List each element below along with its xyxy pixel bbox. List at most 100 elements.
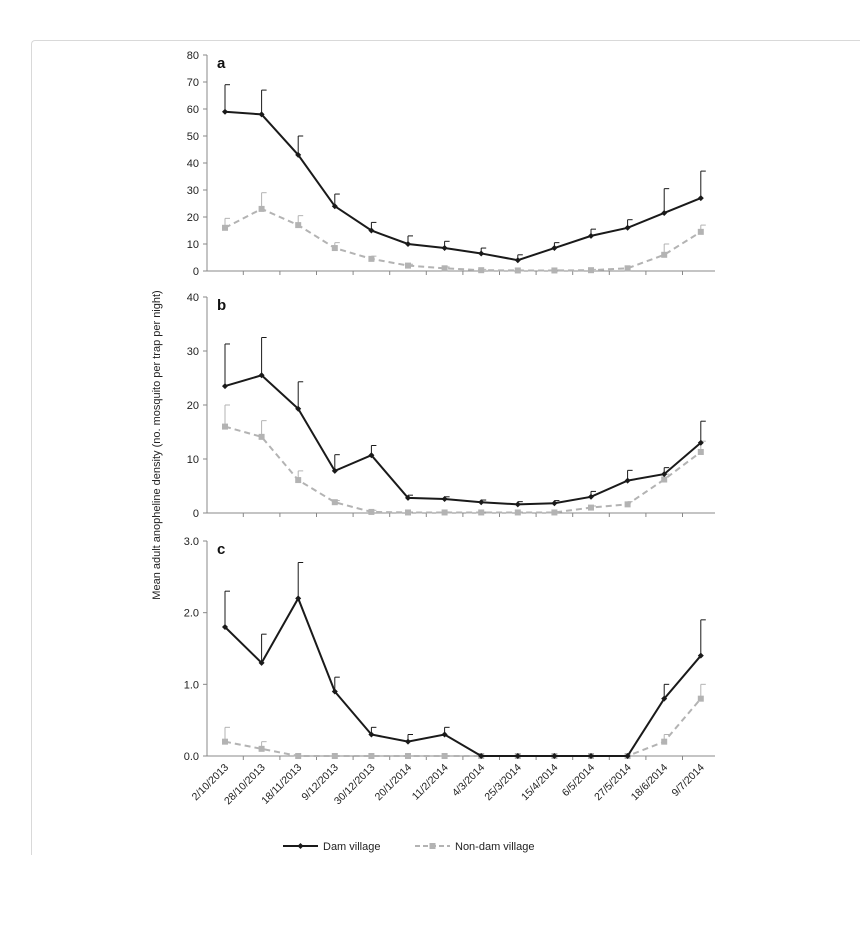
data-point-nondam bbox=[624, 501, 631, 508]
series-dam-c bbox=[222, 562, 706, 759]
data-point-dam bbox=[588, 493, 594, 500]
data-point-dam bbox=[368, 227, 375, 234]
data-point-dam bbox=[295, 151, 302, 158]
y-tick-label: 0.0 bbox=[184, 751, 199, 763]
data-point-nondam bbox=[661, 251, 668, 258]
data-point-dam bbox=[514, 753, 521, 759]
y-tick-label: 40 bbox=[187, 158, 199, 170]
panel-letter-a: a bbox=[217, 55, 226, 72]
panel-letter-c: c bbox=[217, 541, 225, 558]
y-tick-label: 0 bbox=[193, 266, 199, 278]
x-tick-label: 25/3/2014 bbox=[482, 762, 524, 804]
data-point-dam bbox=[551, 245, 558, 252]
data-point-dam bbox=[697, 195, 704, 202]
data-point-nondam bbox=[697, 228, 704, 235]
data-point-dam bbox=[697, 652, 704, 659]
data-point-dam bbox=[368, 452, 375, 459]
panel-letter-b: b bbox=[217, 297, 226, 314]
panel-c: 0.0 1.0 2.0 3.0 c bbox=[184, 536, 715, 763]
series-line-dam bbox=[224, 596, 702, 757]
data-point-nondam bbox=[222, 224, 228, 231]
data-point-nondam bbox=[441, 509, 448, 516]
data-point-dam bbox=[295, 595, 302, 602]
data-point-dam bbox=[295, 405, 302, 412]
y-tick-label: 30 bbox=[187, 346, 199, 358]
x-tick-label: 15/4/2014 bbox=[519, 762, 561, 804]
data-point-dam bbox=[661, 209, 668, 216]
data-point-dam bbox=[624, 753, 631, 759]
data-point-dam bbox=[551, 753, 558, 759]
data-point-dam bbox=[405, 738, 411, 745]
series-line-nondam bbox=[224, 207, 702, 272]
series-nondam-a bbox=[222, 192, 706, 274]
data-point-nondam bbox=[258, 205, 265, 212]
data-point-dam bbox=[222, 108, 228, 115]
y-tick-label: 2.0 bbox=[184, 608, 199, 620]
data-point-dam bbox=[588, 232, 594, 239]
data-point-dam bbox=[514, 501, 521, 508]
y-tick-label: 40 bbox=[187, 292, 199, 304]
y-tick-label: 50 bbox=[187, 131, 199, 143]
data-point-dam bbox=[624, 477, 631, 484]
data-point-dam bbox=[258, 372, 265, 379]
data-point-dam bbox=[478, 499, 485, 506]
series-line-dam bbox=[224, 374, 702, 506]
y-tick-label: 10 bbox=[187, 454, 199, 466]
data-point-dam bbox=[514, 257, 521, 264]
series-dam-b bbox=[222, 337, 706, 508]
data-point-nondam bbox=[697, 695, 704, 702]
data-point-nondam bbox=[331, 753, 338, 759]
y-tick-label: 20 bbox=[187, 212, 199, 224]
data-point-nondam bbox=[478, 509, 485, 516]
data-point-nondam bbox=[551, 509, 558, 516]
y-tick-label: 80 bbox=[187, 50, 199, 62]
data-point-nondam bbox=[588, 504, 594, 511]
series-line-dam bbox=[224, 110, 702, 262]
legend: Dam village Non-dam village bbox=[283, 841, 534, 853]
data-point-dam bbox=[624, 224, 631, 231]
data-point-dam bbox=[441, 731, 448, 738]
data-point-dam bbox=[697, 439, 704, 446]
data-point-dam bbox=[258, 659, 265, 666]
data-point-nondam bbox=[551, 267, 558, 274]
data-point-dam bbox=[331, 688, 338, 695]
series-nondam-b bbox=[222, 404, 706, 516]
data-point-nondam bbox=[295, 222, 302, 229]
data-point-dam bbox=[405, 494, 411, 501]
data-point-dam bbox=[258, 111, 265, 118]
data-point-nondam bbox=[478, 267, 485, 274]
y-tick-label: 30 bbox=[187, 185, 199, 197]
figure-background bbox=[148, 50, 718, 854]
data-point-nondam bbox=[295, 753, 302, 759]
x-tick-label: 18/6/2014 bbox=[629, 762, 671, 804]
data-point-dam bbox=[441, 495, 448, 502]
data-point-nondam bbox=[405, 262, 411, 269]
data-point-nondam bbox=[441, 753, 448, 759]
series-line-nondam bbox=[224, 425, 702, 514]
data-point-dam bbox=[331, 467, 338, 474]
series-dam-a bbox=[222, 84, 706, 264]
legend-nondam-label: Non-dam village bbox=[455, 841, 534, 853]
x-tick-label: 6/5/2014 bbox=[560, 762, 597, 799]
y-tick-label: 70 bbox=[187, 77, 199, 89]
y-tick-label: 3.0 bbox=[184, 536, 199, 548]
y-tick-label: 60 bbox=[187, 104, 199, 116]
x-tick-label: 9/7/2014 bbox=[670, 762, 707, 799]
data-point-nondam bbox=[441, 265, 448, 272]
y-tick-label: 10 bbox=[187, 239, 199, 251]
x-axis-tick-labels: 2/10/201328/10/201318/11/20139/12/201330… bbox=[190, 762, 707, 808]
x-tick-label: 4/3/2014 bbox=[450, 762, 487, 799]
data-point-dam bbox=[222, 383, 228, 390]
x-tick-label: 11/2/2014 bbox=[410, 762, 451, 803]
legend-dam-label: Dam village bbox=[323, 841, 380, 853]
data-point-dam bbox=[478, 753, 485, 759]
card-frame bbox=[31, 40, 860, 855]
data-point-dam bbox=[661, 695, 668, 702]
series-line-nondam bbox=[224, 698, 702, 757]
data-point-dam bbox=[661, 471, 668, 478]
data-point-nondam bbox=[331, 245, 338, 252]
data-point-nondam bbox=[222, 738, 228, 745]
data-point-nondam bbox=[331, 499, 338, 506]
data-point-nondam bbox=[368, 508, 375, 515]
